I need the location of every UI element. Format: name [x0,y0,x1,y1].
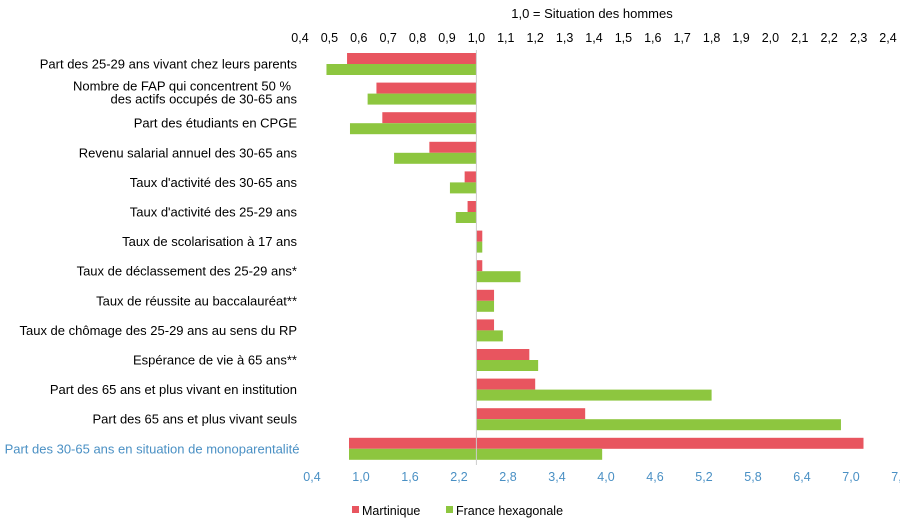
top-tick-label: 1,0 [468,31,485,45]
bar-martinique [476,230,483,242]
category-label: Part des 65 ans et plus vivant en instit… [50,382,297,397]
bar-france-hexagonale [349,123,477,135]
bottom-tick-label: 7,6 [891,470,900,484]
top-tick-label: 0,6 [350,31,367,45]
bar-france-hexagonale [476,389,712,401]
top-tick-label: 2,4 [879,31,896,45]
bar-france-hexagonale [476,419,841,431]
chart-title: 1,0 = Situation des hommes [511,6,673,21]
bar-france-hexagonale [476,271,521,283]
top-tick-label: 1,4 [585,31,602,45]
top-tick-label: 0,9 [438,31,455,45]
top-tick-label: 1,5 [615,31,632,45]
bar-martinique [476,349,530,360]
bar-france-hexagonale [449,182,477,194]
bar-martinique [429,141,477,153]
category-label: Taux de réussite au baccalauréat** [96,293,297,308]
bar-france-hexagonale [455,212,477,223]
top-tick-label: 1,2 [527,31,544,45]
bars [326,53,864,460]
bottom-tick-label: 5,2 [695,470,712,484]
bar-martinique [467,201,477,212]
category-label: Part des 65 ans et plus vivant seuls [92,412,297,427]
category-label: Espérance de vie à 65 ans** [133,353,297,368]
legend: Martinique France hexagonale [352,504,563,518]
bar-martinique [382,112,477,124]
bottom-tick-label: 2,2 [450,470,467,484]
category-label: Taux de chômage des 25-29 ans au sens du… [19,323,297,338]
bottom-tick-label: 1,6 [401,470,418,484]
bar-martinique [476,319,495,331]
legend-label: France hexagonale [456,504,563,518]
top-tick-label: 0,7 [380,31,397,45]
bottom-tick-label: 0,4 [303,470,320,484]
category-label: Taux de scolarisation à 17 ans [122,234,297,249]
top-tick-label: 0,8 [409,31,426,45]
bar-france-hexagonale [476,330,503,342]
bottom-tick-label: 6,4 [793,470,810,484]
top-tick-label: 2,3 [850,31,867,45]
bottom-tick-label: 3,4 [548,470,565,484]
legend-label: Martinique [362,504,420,518]
legend-swatch [352,506,359,513]
top-tick-label: 1,9 [732,31,749,45]
bar-martinique [349,437,864,449]
category-label: Revenu salarial annuel des 30-65 ans [79,145,298,160]
bar-france-hexagonale [476,300,495,312]
top-tick-label: 1,3 [556,31,573,45]
bar-france-hexagonale [476,241,483,253]
bar-france-hexagonale [394,152,477,164]
bar-france-hexagonale [326,64,477,75]
top-tick-label: 0,5 [321,31,338,45]
bar-france-hexagonale [367,93,477,105]
bottom-tick-label: 4,0 [597,470,614,484]
top-axis-tick-labels: 0,4 0,5 0,6 0,7 0,8 0,9 1,0 1,1 1,2 1,3 1,4 1,5 1,6 1… [291,31,896,45]
top-tick-label: 1,7 [674,31,691,45]
category-label: Taux de déclassement des 25-29 ans* [77,264,297,279]
bar-martinique [476,408,586,420]
bar-france-hexagonale [349,448,603,460]
bottom-tick-label: 4,6 [646,470,663,484]
bar-martinique [476,378,536,390]
top-tick-label: 2,1 [791,31,808,45]
category-label: Part des 30-65 ans en situation de monop… [5,441,300,456]
bar-martinique [464,171,477,183]
bottom-tick-label: 7,0 [842,470,859,484]
category-label: Part des étudiants en CPGE [134,116,298,131]
bottom-axis-tick-labels: 0,4 1,0 1,6 2,2 2,8 3,4 4,0 4,6 5,2 5,8 6,4 7,0 7,6 [303,470,900,484]
bar-martinique [376,82,477,94]
category-label: Taux d'activité des 25-29 ans [130,205,298,220]
legend-swatch [446,506,453,513]
bottom-tick-label: 2,8 [499,470,516,484]
category-label: Taux d'activité des 30-65 ans [130,175,298,190]
top-tick-label: 0,4 [291,31,308,45]
bar-martinique [476,289,495,301]
category-labels: Part des 25-29 ans vivant chez leurs par… [5,57,300,457]
bar-martinique [347,53,477,64]
top-tick-label: 2,2 [821,31,838,45]
top-tick-label: 1,8 [703,31,720,45]
category-label: Part des 25-29 ans vivant chez leurs par… [40,57,298,72]
bar-martinique [476,260,483,272]
top-tick-label: 1,1 [497,31,514,45]
bottom-tick-label: 5,8 [744,470,761,484]
category-label: Nombre de FAP qui concentrent 50 % des ac… [73,79,297,107]
top-tick-label: 2,0 [762,31,779,45]
bar-france-hexagonale [476,360,539,371]
bottom-tick-label: 1,0 [352,470,369,484]
top-tick-label: 1,6 [644,31,661,45]
